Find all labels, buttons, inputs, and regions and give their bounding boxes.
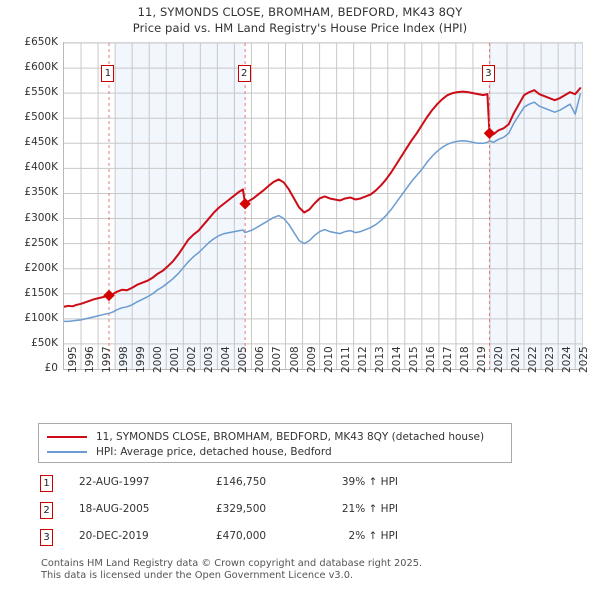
y-tick-label: £400K xyxy=(24,161,58,174)
x-tick-label: 2002 xyxy=(186,346,199,373)
footer-line-2: This data is licensed under the Open Gov… xyxy=(41,570,354,581)
legend-swatch-price xyxy=(47,435,87,438)
sale-marker-3 xyxy=(483,127,496,139)
title-line-2: Price paid vs. HM Land Registry's House … xyxy=(132,21,468,35)
transaction-date-2: 18-AUG-2005 xyxy=(79,503,150,515)
legend-swatch-hpi xyxy=(47,450,87,453)
x-tick-label: 2016 xyxy=(424,346,437,373)
x-tick-label: 2005 xyxy=(237,346,250,373)
transactions-table: 1 22-AUG-1997 £146,750 39% ↑ HPI 2 18-AU… xyxy=(40,473,460,554)
x-tick-label: 2019 xyxy=(475,346,488,373)
transaction-date-3: 20-DEC-2019 xyxy=(79,530,149,542)
chart-shaded-band-1 xyxy=(115,43,246,369)
table-row: 1 22-AUG-1997 £146,750 39% ↑ HPI xyxy=(40,473,460,500)
chart-marker-flag-2: 2 xyxy=(237,65,251,82)
copyright-footer: Contains HM Land Registry data © Crown c… xyxy=(41,558,581,582)
series-line-hpi xyxy=(64,93,582,323)
x-tick-label: 2008 xyxy=(288,346,301,373)
x-tick-label: 2000 xyxy=(152,346,165,373)
y-tick-label: £550K xyxy=(24,86,58,99)
table-row: 3 20-DEC-2019 £470,000 2% ↑ HPI xyxy=(40,527,460,554)
y-tick-label: £50K xyxy=(31,336,58,349)
y-tick-label: £650K xyxy=(24,36,58,48)
legend-label-price: 11, SYMONDS CLOSE, BROMHAM, BEDFORD, MK4… xyxy=(96,430,485,443)
legend-entry-price: 11, SYMONDS CLOSE, BROMHAM, BEDFORD, MK4… xyxy=(47,429,503,444)
x-tick-label: 1999 xyxy=(135,346,148,373)
x-tick-label: 2023 xyxy=(544,346,557,373)
x-tick-label: 2017 xyxy=(441,346,454,373)
y-tick-label: £100K xyxy=(24,311,58,324)
x-tick-label: 2020 xyxy=(492,346,505,373)
x-tick-label: 1995 xyxy=(67,346,79,373)
x-tick-label: 2018 xyxy=(458,346,471,373)
x-tick-label: 2011 xyxy=(339,346,352,373)
transaction-hpi-delta-3: 2% ↑ HPI xyxy=(348,530,398,542)
x-tick-label: 2004 xyxy=(220,346,233,373)
page-title: 11, SYMONDS CLOSE, BROMHAM, BEDFORD, MK4… xyxy=(0,4,600,36)
title-line-1: 11, SYMONDS CLOSE, BROMHAM, BEDFORD, MK4… xyxy=(137,5,463,19)
transaction-badge-3: 3 xyxy=(40,529,53,546)
x-tick-label: 2014 xyxy=(390,346,403,373)
y-tick-label: £150K xyxy=(24,286,58,299)
x-tick-label: 2021 xyxy=(510,346,523,373)
x-tick-label: 2022 xyxy=(527,346,540,373)
x-tick-label: 2012 xyxy=(356,346,369,373)
y-tick-label: £350K xyxy=(24,186,58,199)
y-tick-label: £450K xyxy=(24,136,58,149)
transaction-date-1: 22-AUG-1997 xyxy=(79,476,150,488)
y-tick-label: £600K xyxy=(24,61,58,74)
chart-shaded-band-2 xyxy=(489,43,582,369)
transaction-hpi-delta-2: 21% ↑ HPI xyxy=(341,503,398,515)
y-tick-label: £0 xyxy=(44,362,58,374)
x-tick-label: 2001 xyxy=(169,346,182,373)
y-tick-label: £300K xyxy=(24,211,58,224)
sale-marker-2 xyxy=(239,198,251,210)
x-tick-label: 1997 xyxy=(101,346,114,373)
x-tick-label: 1998 xyxy=(118,346,131,373)
y-tick-label: £500K xyxy=(24,111,58,124)
chart-marker-flag-1: 1 xyxy=(101,65,115,82)
x-tick-label: 2003 xyxy=(203,346,216,373)
y-tick-label: £250K xyxy=(24,236,58,249)
y-tick-label: £200K xyxy=(24,261,58,274)
x-tick-label: 2007 xyxy=(271,346,284,373)
transaction-hpi-delta-1: 39% ↑ HPI xyxy=(341,476,398,488)
x-tick-label: 2015 xyxy=(407,346,420,373)
x-tick-label: 2024 xyxy=(561,346,574,373)
legend-label-hpi: HPI: Average price, detached house, Bedf… xyxy=(96,445,332,458)
chart-legend: 11, SYMONDS CLOSE, BROMHAM, BEDFORD, MK4… xyxy=(38,423,512,463)
table-row: 2 18-AUG-2005 £329,500 21% ↑ HPI xyxy=(40,500,460,527)
chart-marker-flag-3: 3 xyxy=(481,65,495,82)
x-tick-label: 2025 xyxy=(578,346,591,373)
chart-canvas xyxy=(64,43,582,369)
x-tick-label: 2013 xyxy=(373,346,386,373)
transaction-price-2: £329,500 xyxy=(216,503,267,515)
transaction-badge-2: 2 xyxy=(40,502,53,519)
transaction-price-3: £470,000 xyxy=(216,530,267,542)
footer-line-1: Contains HM Land Registry data © Crown c… xyxy=(41,558,423,569)
price-history-chart xyxy=(63,42,583,370)
legend-entry-hpi: HPI: Average price, detached house, Bedf… xyxy=(47,444,503,459)
x-tick-label: 2010 xyxy=(322,346,335,373)
sale-marker-1 xyxy=(103,289,115,302)
x-tick-label: 2009 xyxy=(305,346,318,373)
transaction-badge-1: 1 xyxy=(40,475,53,492)
x-tick-label: 2006 xyxy=(254,346,267,373)
transaction-price-1: £146,750 xyxy=(216,476,267,488)
x-tick-label: 1996 xyxy=(84,346,97,373)
